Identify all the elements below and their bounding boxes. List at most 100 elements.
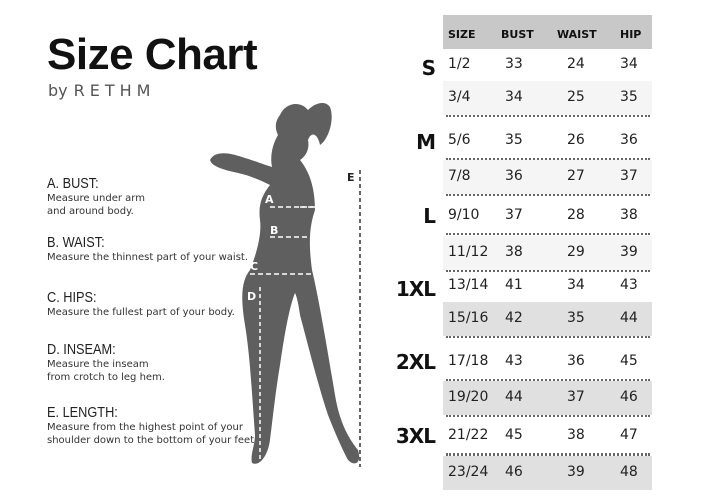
cell-hip: 34 — [620, 56, 638, 72]
cell-hip: 35 — [620, 89, 638, 105]
measure-length: E. LENGTH: Measure from the highest point… — [47, 404, 257, 447]
cell-bust: 46 — [505, 464, 523, 480]
table-row: 3/4 34 25 35 — [443, 81, 652, 115]
cell-waist: 34 — [567, 277, 585, 293]
cell-waist: 37 — [567, 389, 585, 405]
header-hip: HIP — [620, 28, 642, 41]
cell-size: 21/22 — [448, 427, 489, 443]
cell-size: 5/6 — [448, 132, 471, 148]
measure-hips: C. HIPS: Measure the fullest part of your… — [47, 289, 235, 319]
row-divider — [446, 454, 650, 456]
table-row: 1/2 33 24 34 — [443, 48, 652, 82]
cell-bust: 35 — [505, 132, 523, 148]
measure-inseam: D. INSEAM: Measure the inseam from crotch… — [47, 341, 165, 384]
brand-byline: by RETHM — [48, 81, 155, 100]
table-row: 7/8 36 27 37 — [443, 160, 652, 194]
cell-waist: 24 — [567, 56, 585, 72]
cell-hip: 48 — [620, 464, 638, 480]
measure-heading: D. INSEAM: — [47, 341, 116, 358]
cell-bust: 37 — [505, 207, 523, 223]
row-divider — [446, 379, 650, 381]
table-row: 21/22 45 38 47 — [443, 419, 652, 453]
cell-hip: 44 — [620, 310, 638, 326]
cell-bust: 43 — [505, 353, 523, 369]
size-group-label: 3XL — [395, 424, 436, 448]
measure-heading: B. WAIST: — [47, 234, 105, 251]
header-bust: BUST — [501, 28, 534, 41]
table-row: 9/10 37 28 38 — [443, 199, 652, 233]
size-group-label: 1XL — [395, 277, 436, 301]
header-waist: WAIST — [557, 28, 597, 41]
measure-heading: A. BUST: — [47, 175, 99, 192]
table-row: 15/16 42 35 44 — [443, 302, 652, 336]
cell-hip: 36 — [620, 132, 638, 148]
measure-desc: Measure from the highest point of your s… — [47, 422, 258, 446]
cell-bust: 34 — [505, 89, 523, 105]
cell-size: 3/4 — [448, 89, 471, 105]
label-c: C — [250, 260, 258, 273]
cell-size: 13/14 — [448, 277, 489, 293]
table-row: 13/14 41 34 43 — [443, 269, 652, 303]
measure-heading: C. HIPS: — [47, 289, 97, 306]
measure-desc: Measure the thinnest part of your waist. — [47, 252, 249, 263]
cell-bust: 36 — [505, 168, 523, 184]
cell-size: 11/12 — [448, 244, 489, 260]
cell-hip: 37 — [620, 168, 638, 184]
row-divider — [446, 194, 650, 196]
cell-bust: 44 — [505, 389, 523, 405]
size-group-label: L — [423, 204, 436, 228]
label-d: D — [247, 290, 256, 303]
cell-size: 15/16 — [448, 310, 489, 326]
silhouette-shape — [210, 103, 360, 464]
cell-waist: 26 — [567, 132, 585, 148]
brand-name: RETHM — [73, 81, 156, 100]
table-header: SIZE BUST WAIST HIP — [443, 15, 652, 49]
cell-size: 1/2 — [448, 56, 471, 72]
row-divider — [446, 115, 650, 117]
cell-waist: 27 — [567, 168, 585, 184]
cell-size: 9/10 — [448, 207, 480, 223]
cell-bust: 38 — [505, 244, 523, 260]
cell-size: 23/24 — [448, 464, 489, 480]
cell-size: 17/18 — [448, 353, 489, 369]
cell-hip: 39 — [620, 244, 638, 260]
label-b: B — [270, 224, 278, 237]
cell-waist: 28 — [567, 207, 585, 223]
row-divider — [446, 270, 650, 272]
cell-size: 7/8 — [448, 168, 471, 184]
table-row: 23/24 46 39 48 — [443, 456, 652, 490]
measure-heading: E. LENGTH: — [47, 404, 118, 421]
measure-desc: Measure the inseam from crotch to leg he… — [47, 359, 165, 383]
table-row: 11/12 38 29 39 — [443, 236, 652, 270]
body-silhouette: A B C D E — [210, 103, 361, 467]
cell-hip: 38 — [620, 207, 638, 223]
measure-desc: Measure the fullest part of your body. — [47, 307, 235, 318]
page-title: Size Chart — [47, 30, 258, 79]
label-e: E — [347, 171, 355, 184]
cell-waist: 25 — [567, 89, 585, 105]
cell-size: 19/20 — [448, 389, 489, 405]
size-group-label: 2XL — [395, 350, 436, 374]
cell-bust: 41 — [505, 277, 523, 293]
cell-bust: 33 — [505, 56, 523, 72]
measure-bust: A. BUST: Measure under arm and around bod… — [47, 175, 145, 218]
cell-hip: 45 — [620, 353, 638, 369]
cell-hip: 47 — [620, 427, 638, 443]
cell-hip: 46 — [620, 389, 638, 405]
cell-hip: 43 — [620, 277, 638, 293]
byline-by: by — [48, 81, 68, 100]
cell-waist: 29 — [567, 244, 585, 260]
size-group-label: M — [416, 130, 436, 154]
cell-bust: 45 — [505, 427, 523, 443]
label-a: A — [265, 193, 274, 206]
measure-desc: Measure under arm and around body. — [47, 193, 145, 217]
row-divider — [446, 415, 650, 417]
header-size: SIZE — [448, 28, 476, 41]
row-divider — [446, 233, 650, 235]
size-group-label: S — [421, 56, 436, 80]
cell-bust: 42 — [505, 310, 523, 326]
cell-waist: 36 — [567, 353, 585, 369]
row-divider — [446, 158, 650, 160]
row-divider — [446, 336, 650, 338]
